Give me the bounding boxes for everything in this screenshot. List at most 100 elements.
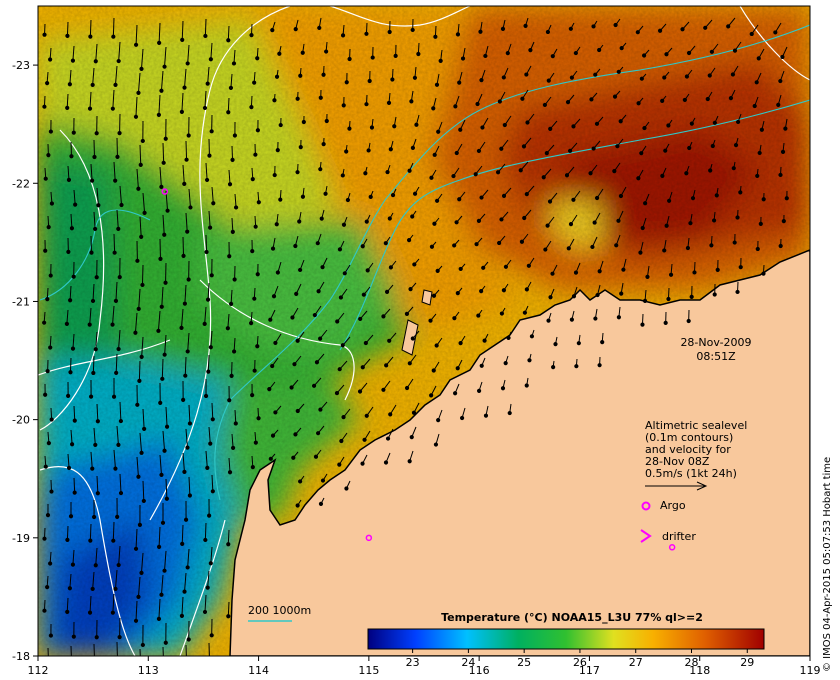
velocity-arrow bbox=[72, 333, 75, 349]
velocity-arrow-head bbox=[548, 295, 553, 300]
velocity-arrow-head bbox=[113, 82, 118, 87]
velocity-arrow bbox=[157, 310, 161, 331]
land-mass bbox=[229, 249, 810, 656]
velocity-arrow-head bbox=[364, 31, 369, 36]
velocity-arrow-head bbox=[209, 129, 214, 134]
velocity-arrow-head bbox=[506, 335, 511, 340]
velocity-arrow-head bbox=[776, 102, 781, 107]
velocity-arrow-head bbox=[203, 33, 208, 39]
velocity-arrow bbox=[112, 17, 115, 37]
velocity-arrow-head bbox=[500, 386, 506, 391]
velocity-arrow-head bbox=[571, 294, 577, 299]
velocity-arrow-head bbox=[133, 618, 139, 623]
velocity-arrow-head bbox=[70, 659, 73, 662]
velocity-arrow-head bbox=[588, 171, 593, 176]
velocity-arrow-head bbox=[111, 394, 117, 399]
velocity-arrow-head bbox=[42, 32, 47, 37]
argo-float-marker bbox=[668, 544, 676, 551]
velocity-arrow-head bbox=[87, 610, 93, 615]
velocity-arrow-head bbox=[142, 210, 147, 215]
velocity-arrow-head bbox=[645, 274, 650, 279]
longitude-axis: 112 113 114 115 116 117 118 119 bbox=[28, 656, 821, 677]
argo-float-marker bbox=[161, 188, 169, 195]
velocity-arrow-head bbox=[667, 198, 672, 203]
velocity-arrow-head bbox=[662, 75, 667, 80]
sealevel-line-1: Altimetric sealevel bbox=[645, 419, 747, 432]
velocity-arrow-head bbox=[118, 490, 124, 496]
velocity-arrow-head bbox=[595, 292, 600, 298]
velocity-arrow-head bbox=[159, 472, 164, 477]
velocity-arrow bbox=[96, 187, 99, 206]
velocity-arrow-head bbox=[390, 192, 396, 198]
velocity-arrow-head bbox=[110, 610, 115, 615]
velocity-arrow bbox=[141, 264, 144, 285]
velocity-arrow-head bbox=[89, 394, 94, 399]
velocity-arrow-head bbox=[312, 312, 317, 318]
velocity-arrow-head bbox=[133, 546, 139, 551]
isobath-label: 200 1000m bbox=[248, 604, 311, 617]
velocity-arrow-head bbox=[480, 125, 485, 130]
velocity-arrow bbox=[69, 69, 72, 85]
velocity-arrow-head bbox=[481, 265, 486, 270]
velocity-arrow-head bbox=[390, 77, 395, 82]
velocity-arrow-head bbox=[293, 432, 298, 437]
velocity-arrow bbox=[138, 288, 141, 309]
velocity-arrow-head bbox=[565, 100, 571, 105]
velocity-arrow-head bbox=[228, 301, 234, 306]
velocity-arrow-head bbox=[249, 105, 254, 110]
velocity-arrow-head bbox=[666, 296, 671, 302]
velocity-arrow-head bbox=[618, 119, 623, 124]
velocity-arrow-head bbox=[690, 196, 696, 201]
velocity-arrow-head bbox=[185, 61, 190, 66]
velocity-arrow bbox=[89, 595, 92, 613]
velocity-arrow bbox=[204, 306, 207, 324]
velocity-arrow bbox=[135, 96, 138, 117]
velocity-arrow-head bbox=[474, 242, 479, 247]
velocity-arrow-head bbox=[526, 263, 531, 268]
velocity-arrow-head bbox=[434, 82, 440, 87]
velocity-arrow-head bbox=[324, 118, 329, 124]
velocity-arrow-head bbox=[507, 410, 512, 416]
velocity-arrow-head bbox=[141, 498, 146, 504]
velocity-arrow-head bbox=[159, 304, 164, 309]
velocity-arrow-head bbox=[347, 126, 352, 131]
velocity-arrow-head bbox=[433, 442, 439, 447]
velocity-arrow-head bbox=[249, 320, 254, 326]
velocity-arrow-head bbox=[311, 383, 317, 388]
velocity-arrow-head bbox=[337, 462, 342, 467]
velocity-arrow-head bbox=[436, 418, 441, 423]
velocity-arrow-head bbox=[45, 369, 50, 374]
velocity-arrow-head bbox=[183, 373, 188, 378]
velocity-arrow-head bbox=[752, 103, 757, 109]
velocity-arrow bbox=[118, 545, 121, 566]
velocity-arrow-head bbox=[618, 193, 624, 199]
velocity-arrow bbox=[89, 19, 92, 37]
velocity-arrow-head bbox=[682, 97, 687, 103]
velocity-arrow-head bbox=[205, 585, 210, 590]
velocity-arrow-head bbox=[621, 267, 626, 272]
velocity-arrow-head bbox=[48, 57, 53, 62]
temperature-colorbar: Temperature (°C) NOAA15_L3U 77% ql>=2 23… bbox=[367, 611, 765, 669]
velocity-arrow-head bbox=[185, 229, 190, 234]
velocity-arrow bbox=[204, 18, 207, 36]
velocity-arrow-head bbox=[117, 274, 122, 280]
velocity-arrow-head bbox=[65, 33, 70, 38]
velocity-arrow-head bbox=[164, 424, 170, 429]
velocity-arrow-head bbox=[411, 410, 417, 415]
velocity-arrow-head bbox=[452, 316, 457, 321]
velocity-arrow-head bbox=[116, 659, 119, 662]
colorbar-title: Temperature (°C) NOAA15_L3U 77% ql>=2 bbox=[441, 611, 703, 624]
velocity-arrow-head bbox=[43, 248, 48, 253]
velocity-arrow-head bbox=[453, 391, 458, 396]
velocity-arrow-head bbox=[232, 349, 237, 354]
velocity-arrow-head bbox=[612, 169, 617, 174]
velocity-arrow-head bbox=[500, 26, 506, 31]
velocity-arrow-head bbox=[478, 29, 483, 34]
velocity-arrow bbox=[185, 428, 188, 448]
velocity-arrow-head bbox=[692, 270, 697, 275]
lon-tick-label: 112 bbox=[28, 664, 49, 677]
velocity-arrow-head bbox=[640, 322, 645, 327]
lon-tick-label: 116 bbox=[469, 664, 490, 677]
velocity-arrow bbox=[211, 402, 214, 420]
velocity-arrow-head bbox=[544, 150, 549, 156]
